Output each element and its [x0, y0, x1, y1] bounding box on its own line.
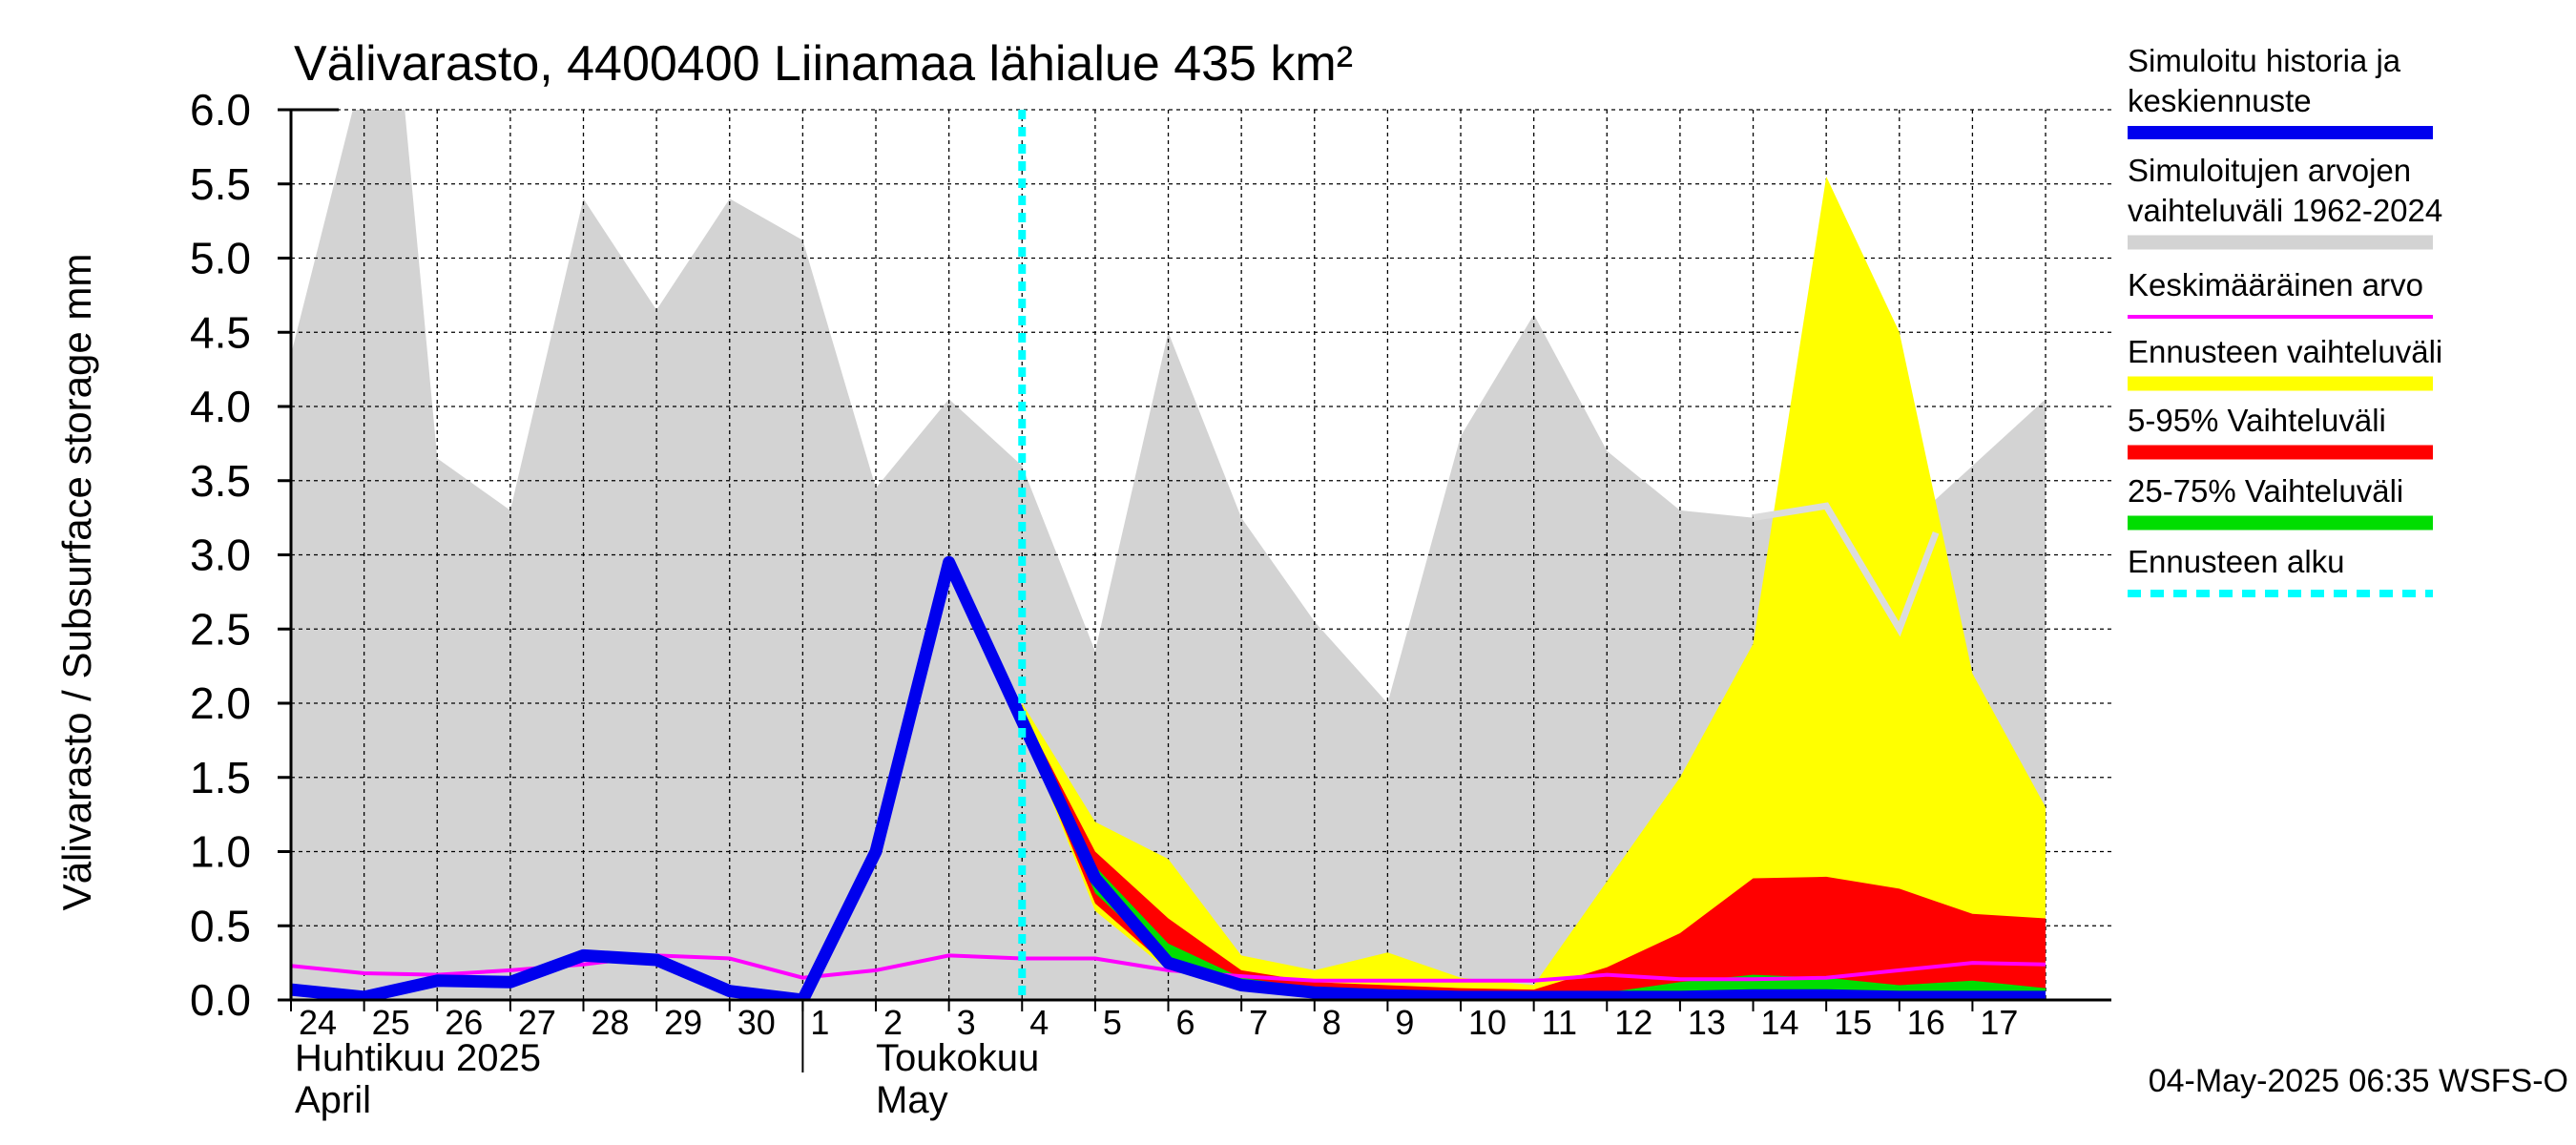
x-tick-label: 26 [445, 1003, 483, 1042]
legend-label: Keskimääräinen arvo [2128, 267, 2423, 302]
x-tick-label: 30 [737, 1003, 776, 1042]
x-tick-label: 17 [1980, 1003, 2018, 1042]
x-tick-label: 15 [1834, 1003, 1872, 1042]
x-tick-label: 27 [518, 1003, 556, 1042]
legend-label: Simuloitujen arvojen vaihteluväli 1962-20… [2128, 153, 2442, 228]
x-tick-label: 4 [1029, 1003, 1049, 1042]
footer-timestamp: 04-May-2025 06:35 WSFS-O [2149, 1063, 2568, 1099]
y-tick-label: 2.5 [190, 604, 251, 654]
mean-line [291, 953, 2046, 983]
x-tick-label: 16 [1907, 1003, 1945, 1042]
x-tick-label: 5 [1103, 1003, 1122, 1042]
axes: 0.0 0.5 1.0 1.5 2.0 2.5 3.0 3.5 4.0 4.5 5.0 5.5 6.0 2… [190, 85, 2111, 1121]
x-tick-label: 11 [1542, 1003, 1577, 1042]
x-tick-label: 6 [1176, 1003, 1195, 1042]
y-tick-label: 0.0 [190, 975, 251, 1025]
month-label-en: April [295, 1079, 371, 1121]
y-tick-label: 3.0 [190, 531, 251, 580]
y-tick-label: 6.0 [190, 85, 251, 135]
x-tick-label: 14 [1761, 1003, 1799, 1042]
y-tick-label: 0.5 [190, 901, 251, 950]
x-tick-label: 28 [592, 1003, 630, 1042]
legend-label: Simuloitu historia ja keskiennuste [2128, 43, 2401, 118]
forecast-range-band [1022, 177, 2046, 999]
y-tick-label: 1.0 [190, 827, 251, 877]
month-label-fi: Toukokuu [876, 1037, 1039, 1079]
legend: Simuloitu historia ja keskiennuste Simuloi… [2128, 43, 2442, 597]
y-tick-label: 5.5 [190, 159, 251, 209]
month-label-en: May [876, 1079, 948, 1121]
x-tick-label: 1 [810, 1003, 829, 1042]
x-tick-label: 8 [1322, 1003, 1341, 1042]
series [291, 110, 2046, 1000]
y-tick-label: 3.5 [190, 456, 251, 506]
y-tick-label: 4.0 [190, 382, 251, 431]
x-tick-label: 10 [1468, 1003, 1506, 1042]
x-tick-label: 25 [372, 1003, 410, 1042]
legend-label: 25-75% Vaihteluväli [2128, 473, 2403, 509]
x-tick-label: 7 [1249, 1003, 1268, 1042]
p5-95-band [1022, 710, 2046, 997]
x-tick-label: 2 [883, 1003, 903, 1042]
historical-range-line [1752, 502, 1940, 637]
x-tick-label: 24 [299, 1003, 337, 1042]
month-label-fi: Huhtikuu 2025 [295, 1037, 541, 1079]
legend-label: Ennusteen alku [2128, 544, 2345, 579]
chart-title: Välivarasto, 4400400 Liinamaa lähialue 4… [294, 36, 1353, 92]
x-tick-label: 13 [1688, 1003, 1726, 1042]
y-axis-label: Välivarasto / Subsurface storage mm [54, 254, 99, 911]
y-tick-label: 4.5 [190, 307, 251, 357]
y-tick-label: 1.5 [190, 753, 251, 802]
x-tick-label: 9 [1395, 1003, 1414, 1042]
legend-label: 5-95% Vaihteluväli [2128, 403, 2386, 438]
y-tick-label: 2.0 [190, 678, 251, 728]
y-tick-label: 5.0 [190, 234, 251, 283]
simulated-line [291, 555, 2046, 1000]
x-tick-label: 29 [664, 1003, 702, 1042]
x-tick-label: 12 [1614, 1003, 1652, 1042]
legend-label: Ennusteen vaihteluväli [2128, 334, 2442, 369]
x-tick-label: 3 [957, 1003, 976, 1042]
